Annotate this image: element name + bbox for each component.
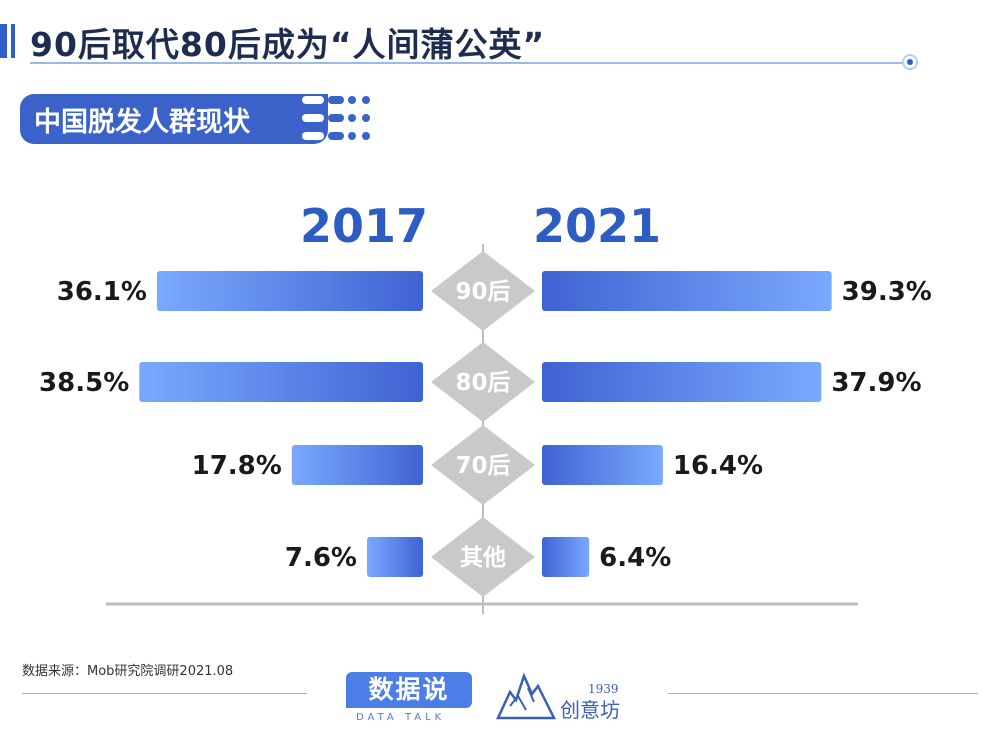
series-label-2017: 2017 <box>300 199 428 253</box>
bar-2017-3 <box>366 537 423 577</box>
page-title: 90后取代80后成为“人间蒲公英” <box>30 25 546 64</box>
data-label-2021-3: 6.4% <box>599 543 671 573</box>
data-label-2021-1: 37.9% <box>831 368 921 398</box>
bar-2021-0 <box>542 271 832 311</box>
data-label-2017-0: 36.1% <box>57 277 147 307</box>
title-accent-bar-thin <box>11 24 15 58</box>
category-label-1: 80后 <box>455 370 510 396</box>
bar-2017-0 <box>156 271 423 311</box>
divider-end-dot-icon <box>902 54 918 70</box>
data-label-2017-3: 7.6% <box>285 543 357 573</box>
brand-year: 1939 <box>588 682 619 696</box>
category-label-0: 90后 <box>455 279 510 305</box>
data-label-2017-2: 17.8% <box>192 451 282 481</box>
subtitle-banner <box>20 94 328 144</box>
data-label-2021-2: 16.4% <box>673 451 763 481</box>
data-talk-logo-subtext: DATA TALK <box>356 712 446 723</box>
category-diamond-1 <box>431 342 535 422</box>
footer-divider-right <box>668 693 978 694</box>
bar-2021-2 <box>542 445 663 485</box>
bar-2021-1 <box>542 362 822 402</box>
bar-2021-3 <box>542 537 590 577</box>
data-label-2017-1: 38.5% <box>39 368 129 398</box>
series-label-2021: 2021 <box>533 199 661 253</box>
brand-mountain-logo-icon <box>496 672 556 720</box>
category-label-3: 其他 <box>460 545 506 571</box>
chart-subtitle: 中国脱发人群现状 <box>34 107 250 138</box>
category-diamond-2 <box>431 425 535 505</box>
data-talk-logo: 数据说 <box>346 672 472 708</box>
data-label-2021-0: 39.3% <box>842 277 932 307</box>
data-source-note: 数据来源：Mob研究院调研2021.08 <box>22 664 234 679</box>
bar-2017-1 <box>139 362 423 402</box>
category-label-2: 70后 <box>455 453 510 479</box>
footer-divider-left <box>22 693 307 694</box>
decorative-dots-icon <box>302 96 370 140</box>
bar-2017-2 <box>291 445 423 485</box>
title-divider <box>30 62 908 64</box>
category-diamond-0 <box>431 251 535 331</box>
brand-name: 创意坊 <box>560 698 620 722</box>
category-diamond-3 <box>431 517 535 597</box>
title-accent-bar <box>0 24 7 58</box>
